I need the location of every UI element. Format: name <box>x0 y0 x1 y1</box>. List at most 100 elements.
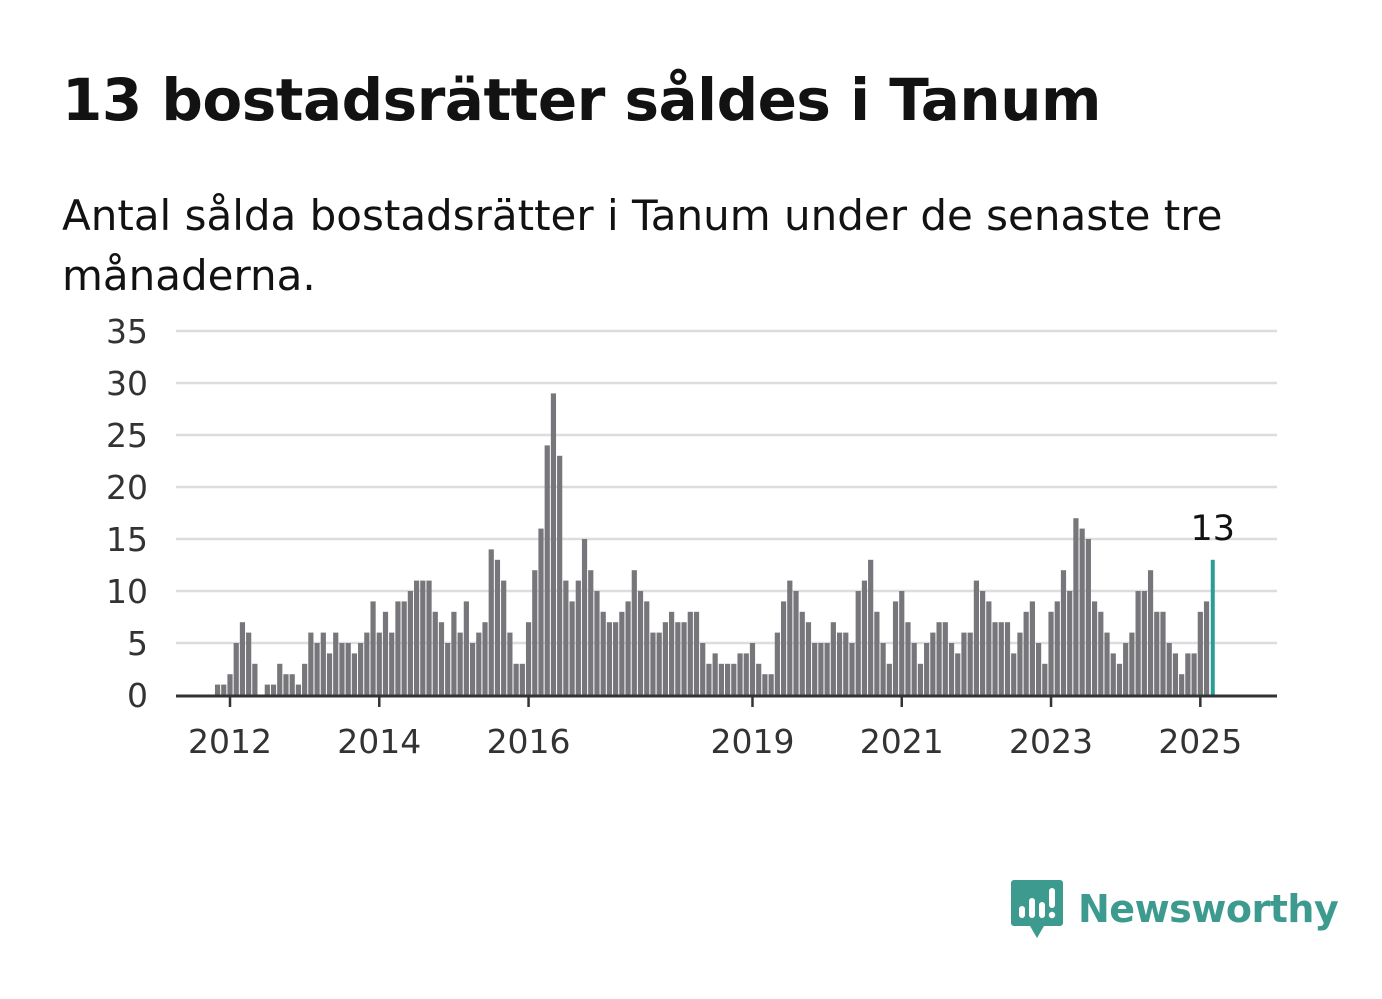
bar <box>880 643 886 695</box>
bar <box>650 632 656 695</box>
bar <box>314 643 320 695</box>
bar <box>917 663 924 695</box>
bar <box>687 611 693 695</box>
y-tick-label: 5 <box>127 624 148 663</box>
bar <box>606 622 613 695</box>
bar <box>488 549 494 695</box>
bar <box>494 559 501 695</box>
bar <box>326 653 333 695</box>
bar <box>1160 611 1166 695</box>
bar <box>389 632 395 695</box>
y-tick-label: 20 <box>106 468 148 507</box>
bar <box>1085 539 1091 695</box>
bar <box>501 580 507 695</box>
bar <box>426 580 432 695</box>
bar <box>1067 591 1073 695</box>
bar <box>725 663 731 695</box>
bar <box>662 622 668 695</box>
bar <box>1147 570 1154 695</box>
newsworthy-logo-icon <box>1011 880 1063 938</box>
bar <box>513 663 519 695</box>
bar <box>1185 653 1191 695</box>
bar <box>967 632 973 695</box>
bar <box>681 622 687 695</box>
bar <box>575 580 581 695</box>
y-axis-ticks: 0 5 10 15 20 25 30 35 <box>106 312 148 715</box>
bar <box>320 632 326 695</box>
bar <box>737 653 743 695</box>
bar <box>644 601 650 695</box>
bar <box>1023 611 1029 695</box>
bar <box>805 622 812 695</box>
bar <box>924 643 930 695</box>
bar <box>451 611 457 695</box>
bar <box>1123 643 1129 695</box>
gridlines <box>176 329 1277 645</box>
bar <box>1091 601 1098 695</box>
bar <box>538 528 544 695</box>
bar <box>600 611 606 695</box>
bar <box>774 632 780 695</box>
x-tick-label: 2019 <box>710 722 794 761</box>
bar <box>669 611 675 695</box>
bar <box>532 570 538 695</box>
bar <box>762 674 768 695</box>
bar <box>1054 601 1060 695</box>
bar <box>1073 518 1079 695</box>
bar <box>613 622 619 695</box>
bar <box>264 684 270 695</box>
bar <box>780 601 787 695</box>
bar <box>743 653 749 695</box>
x-tick-label: 2014 <box>337 722 421 761</box>
bar <box>277 663 283 695</box>
bar <box>295 684 302 695</box>
x-tick-label: 2025 <box>1158 722 1242 761</box>
x-axis-ticks: 2012 2014 2016 2019 2021 2023 2025 <box>188 697 1242 761</box>
bar <box>899 591 905 695</box>
bar <box>1135 591 1141 695</box>
bar <box>507 632 513 695</box>
bar <box>886 663 892 695</box>
bar <box>1029 601 1035 695</box>
bar <box>308 632 314 695</box>
bar <box>283 674 289 695</box>
bar <box>1098 611 1104 695</box>
bar <box>1036 643 1042 695</box>
bar <box>631 570 637 695</box>
bar <box>799 611 805 695</box>
bars <box>214 393 1215 695</box>
chart-subtitle: Antal sålda bostadsrätter i Tanum under … <box>62 191 1223 300</box>
bar <box>420 580 426 695</box>
bar <box>1197 611 1203 695</box>
bar <box>693 611 700 695</box>
bar <box>364 632 370 695</box>
bar <box>718 663 724 695</box>
bar <box>221 684 227 695</box>
bar <box>407 591 413 695</box>
brand-name: Newsworthy <box>1078 887 1339 931</box>
bar <box>756 663 762 695</box>
bar <box>712 653 718 695</box>
x-tick-label: 2021 <box>860 722 944 761</box>
bar <box>625 601 631 695</box>
bar <box>445 643 451 695</box>
bar <box>830 622 836 695</box>
bar <box>1079 528 1085 695</box>
bar <box>233 643 239 695</box>
bar <box>1172 653 1179 695</box>
y-tick-label: 30 <box>106 364 148 403</box>
bar <box>892 601 899 695</box>
highlight-value-label: 13 <box>1190 509 1235 549</box>
bar <box>252 663 258 695</box>
bar <box>1179 674 1185 695</box>
bar <box>457 632 463 695</box>
bar <box>936 622 942 695</box>
bar <box>1060 570 1067 695</box>
bar <box>955 653 961 695</box>
bar <box>289 674 295 695</box>
bar <box>998 622 1004 695</box>
bar <box>469 643 476 695</box>
bar <box>787 580 793 695</box>
bar <box>376 632 382 695</box>
bar <box>563 580 569 695</box>
